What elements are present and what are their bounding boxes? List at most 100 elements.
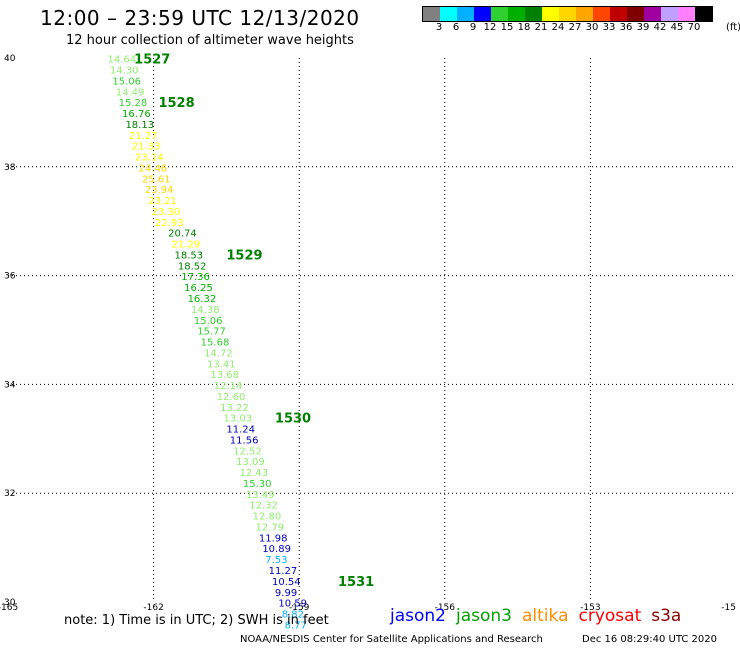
wave-height-value: 12.79 (256, 522, 285, 533)
pass-number: 1528 (158, 96, 194, 111)
wave-height-value: 9.99 (275, 588, 297, 599)
legend-swatch (661, 7, 678, 21)
wave-height-value: 12.80 (253, 512, 282, 523)
legend-tick-label: 42 (653, 22, 667, 33)
wave-height-value: 15.68 (201, 338, 230, 349)
wave-height-value: 12.43 (240, 468, 269, 479)
legend-unit-label: (ft) (726, 22, 740, 33)
pass-number: 1529 (226, 248, 262, 263)
color-scale-legend (422, 6, 713, 22)
legend-tick-label: 30 (585, 22, 599, 33)
wave-height-value: 12.52 (233, 446, 262, 457)
wave-height-value: 14.49 (116, 87, 145, 98)
wave-height-value: 8.77 (285, 620, 307, 631)
legend-swatch (627, 7, 644, 21)
satellite-name: jason3 (456, 606, 512, 626)
longitude-tick-label: -15 (721, 603, 736, 613)
legend-swatch (440, 7, 457, 21)
wave-height-value: 10.59 (278, 599, 307, 610)
wave-height-value: 12.60 (217, 392, 246, 403)
generated-timestamp: Dec 16 08:29:40 UTC 2020 (582, 634, 717, 645)
longitude-tick-label: -156 (435, 603, 456, 613)
satellite-name: cryosat (578, 606, 642, 626)
legend-tick-label: 21 (534, 22, 548, 33)
wave-height-value: 13.03 (223, 414, 252, 425)
wave-height-value: 10.54 (272, 577, 301, 588)
legend-tick-label: 15 (500, 22, 514, 33)
wave-height-value: 13.68 (210, 370, 239, 381)
legend-swatch (593, 7, 610, 21)
wave-height-value: 12.14 (214, 381, 243, 392)
longitude-tick-label: -153 (580, 603, 600, 613)
wave-height-value: 10.89 (262, 544, 291, 555)
wave-height-value: 23.30 (152, 207, 181, 218)
wave-height-value: 14.38 (191, 305, 220, 316)
legend-tick-label: 45 (670, 22, 684, 33)
pass-number: 1527 (134, 53, 170, 68)
legend-swatch (610, 7, 627, 21)
wave-height-value: 23.14 (135, 153, 164, 164)
latitude-tick-label: 36 (4, 272, 16, 282)
wave-height-value: 12.32 (249, 501, 278, 512)
wave-height-value: 15.28 (119, 98, 148, 109)
satellite-name: jason2 (390, 606, 446, 626)
legend-swatch (474, 7, 491, 21)
pass-number: 1530 (275, 412, 311, 427)
legend-swatch (576, 7, 593, 21)
latitude-tick-label: 32 (4, 489, 15, 499)
satellite-name: altika (522, 606, 569, 626)
legend-swatch (542, 7, 559, 21)
legend-tick-label: 3 (435, 22, 443, 33)
wave-height-labels: 14.6414.3015.0614.4915.2816.7618.1321.27… (107, 55, 306, 632)
map-axis-labels: -165 -162 -159 -156 -153 -15 40 38 36 34 32 30 (0, 54, 736, 613)
wave-height-value: 23.21 (148, 196, 177, 207)
credit-line: NOAA/NESDIS Center for Satellite Applica… (240, 634, 543, 645)
legend-tick-label: 9 (469, 22, 477, 33)
wave-height-value: 20.74 (168, 229, 197, 240)
wave-height-value: 7.53 (265, 555, 287, 566)
wave-height-value: 25.61 (142, 174, 171, 185)
legend-tick-label: 24 (551, 22, 565, 33)
map-title: 12:00 – 23:59 UTC 12/13/2020 (40, 6, 360, 30)
wave-height-value: 13.09 (236, 457, 265, 468)
wave-height-value: 14.30 (110, 66, 139, 77)
footer-note: note: 1) Time is in UTC; 2) SWH is in fe… (64, 613, 329, 628)
legend-swatch (678, 7, 695, 21)
wave-height-value: 15.06 (112, 76, 141, 87)
pass-number: 1531 (338, 575, 374, 590)
legend-tick-label: 27 (568, 22, 582, 33)
wave-height-value: 21.33 (132, 142, 161, 153)
wave-height-value: 16.25 (184, 283, 213, 294)
wave-height-value: 13.49 (246, 490, 275, 501)
wave-height-value: 13.41 (207, 359, 236, 370)
wave-height-value: 13.22 (220, 403, 249, 414)
wave-height-value: 18.52 (178, 261, 207, 272)
longitude-tick-label: -159 (289, 603, 310, 613)
wave-height-value: 14.72 (204, 348, 233, 359)
wave-height-value: 18.13 (125, 120, 154, 131)
legend-tick-label: 18 (517, 22, 531, 33)
wave-height-value: 17.36 (181, 272, 210, 283)
wave-height-value: 24.46 (139, 163, 168, 174)
latitude-tick-label: 38 (4, 163, 16, 173)
wave-height-value: 21.27 (129, 131, 158, 142)
wave-height-value: 14.64 (107, 55, 136, 66)
satellite-name: s3a (651, 606, 682, 626)
map-grid (8, 58, 736, 602)
legend-tick-label: 33 (602, 22, 616, 33)
wave-height-value: 11.24 (226, 425, 255, 436)
wave-height-value: 16.76 (122, 109, 151, 120)
legend-swatch (457, 7, 474, 21)
legend-swatch (525, 7, 542, 21)
wave-height-value: 11.98 (259, 533, 288, 544)
legend-swatch (508, 7, 525, 21)
longitude-tick-label: -165 (0, 603, 18, 613)
wave-height-value: 23.94 (145, 185, 174, 196)
pass-number-labels: 1527 1528 1529 1530 1531 (134, 53, 374, 590)
legend-swatch (644, 7, 661, 21)
longitude-tick-label: -162 (143, 603, 163, 613)
wave-height-value: 8.82 (282, 610, 304, 621)
wave-height-value: 18.53 (174, 250, 203, 261)
legend-swatch (559, 7, 576, 21)
